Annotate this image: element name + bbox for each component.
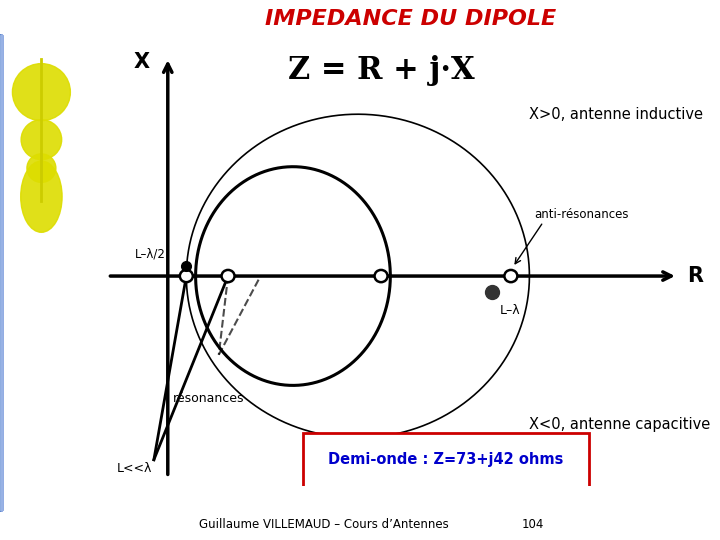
Bar	[0, 35, 1, 510]
Bar	[0, 35, 1, 510]
Bar	[0, 35, 1, 510]
Bar	[0, 35, 1, 510]
Bar	[0, 35, 1, 510]
Circle shape	[505, 270, 518, 282]
Bar	[0, 35, 1, 510]
Bar	[0, 35, 1, 510]
Bar	[0, 35, 1, 510]
Bar	[0, 35, 1, 510]
Bar	[0, 35, 1, 510]
Circle shape	[222, 270, 235, 282]
Bar	[0, 35, 1, 510]
Bar	[0, 35, 1, 510]
Bar	[0, 35, 1, 510]
Text: L–λ: L–λ	[500, 304, 521, 317]
Text: 104: 104	[521, 518, 544, 531]
Bar	[0, 35, 1, 510]
Bar	[0, 35, 1, 510]
Bar	[0, 35, 1, 510]
Bar	[0, 35, 1, 510]
Text: Z = R + j·X: Z = R + j·X	[288, 55, 474, 86]
Ellipse shape	[21, 120, 62, 160]
Bar	[0, 35, 1, 510]
Ellipse shape	[12, 64, 71, 120]
Bar	[0, 35, 1, 510]
Bar	[0, 35, 1, 510]
Text: IMPEDANCE DU DIPOLE: IMPEDANCE DU DIPOLE	[265, 9, 556, 29]
Circle shape	[180, 270, 193, 282]
Bar	[0, 35, 1, 510]
Bar	[0, 35, 1, 510]
Text: L<<λ: L<<λ	[117, 462, 152, 475]
Circle shape	[374, 270, 387, 282]
FancyBboxPatch shape	[303, 433, 589, 488]
Bar	[0, 35, 1, 510]
Ellipse shape	[27, 154, 56, 183]
Bar	[0, 35, 1, 510]
Bar	[0, 35, 1, 510]
Text: Guillaume VILLEMAUD – Cours d’Antennes: Guillaume VILLEMAUD – Cours d’Antennes	[199, 518, 449, 531]
Bar	[0, 35, 1, 510]
Bar	[0, 35, 1, 510]
Bar	[0, 35, 1, 510]
Bar	[0, 35, 1, 510]
Bar	[0, 35, 1, 510]
Text: X>0, antenne inductive: X>0, antenne inductive	[529, 107, 703, 122]
Bar	[0, 35, 1, 510]
Text: X<0, antenne capacitive: X<0, antenne capacitive	[529, 417, 711, 432]
Ellipse shape	[21, 161, 62, 232]
Text: R: R	[687, 266, 703, 286]
Text: Demi-onde : Z=73+j42 ohms: Demi-onde : Z=73+j42 ohms	[328, 453, 564, 467]
Bar	[0, 35, 1, 510]
Bar	[0, 35, 1, 510]
Bar	[0, 35, 1, 510]
Bar	[0, 35, 1, 510]
Text: anti-résonances: anti-résonances	[534, 208, 629, 221]
Bar	[0, 35, 1, 510]
Bar	[0, 35, 1, 510]
Text: résonances: résonances	[172, 392, 244, 405]
Bar	[0, 35, 1, 510]
Text: L–λ/2: L–λ/2	[135, 247, 166, 260]
Bar	[0, 35, 1, 510]
Bar	[0, 35, 1, 510]
Text: X: X	[133, 52, 149, 72]
Bar	[0, 35, 1, 510]
Bar	[0, 35, 1, 510]
Bar	[0, 35, 1, 510]
Bar	[0, 35, 1, 510]
